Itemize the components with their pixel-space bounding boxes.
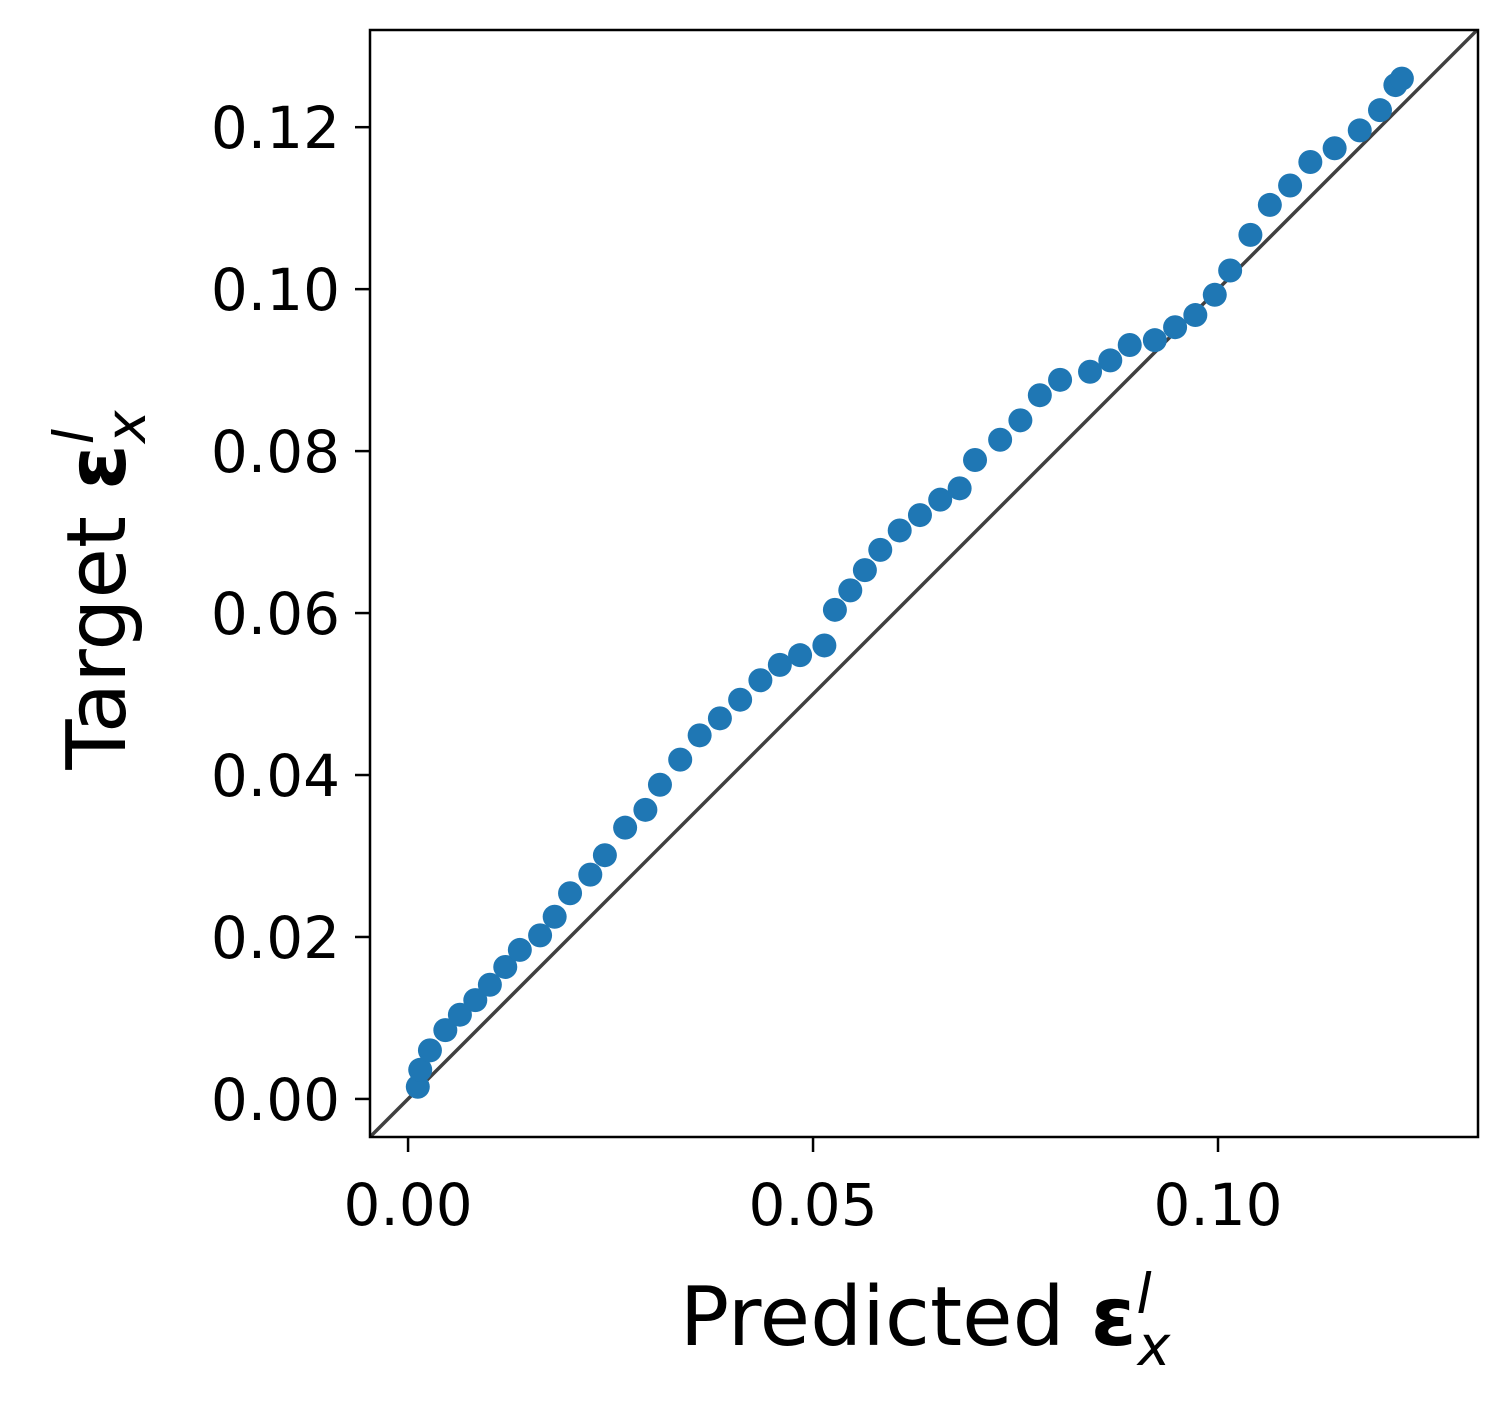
point — [507, 937, 532, 962]
point — [613, 815, 638, 840]
y-tick-label: 0.12 — [211, 94, 340, 162]
point — [463, 988, 488, 1013]
point — [1278, 173, 1303, 198]
x-axis-label: Predicted εl x — [680, 1262, 1171, 1378]
point — [433, 1018, 458, 1043]
point — [812, 633, 837, 658]
point — [788, 643, 813, 668]
label-superscript: l — [42, 428, 106, 444]
point — [907, 503, 932, 528]
point — [748, 668, 773, 693]
point — [928, 487, 953, 512]
point — [1238, 222, 1263, 247]
point — [477, 972, 502, 997]
label-text: Predicted — [680, 1270, 1065, 1365]
label-text: Target — [50, 516, 145, 771]
point — [447, 1002, 472, 1027]
point — [408, 1057, 433, 1082]
label-symbol: ε — [1091, 1270, 1137, 1365]
point — [417, 1038, 442, 1063]
y-tick-label: 0.04 — [211, 742, 340, 810]
point — [558, 881, 583, 906]
point — [1218, 258, 1243, 283]
axes-frame — [368, 28, 1480, 1139]
point — [887, 518, 912, 543]
point — [1367, 98, 1392, 123]
label-subscript: x — [1136, 1314, 1171, 1378]
point — [1078, 359, 1103, 384]
point — [822, 597, 847, 622]
identity-line — [370, 30, 1478, 1137]
point — [633, 797, 658, 822]
point — [592, 843, 617, 868]
y-tick-label: 0.10 — [211, 256, 340, 324]
plot-area — [370, 30, 1478, 1137]
point — [493, 954, 518, 979]
point — [988, 427, 1013, 452]
point — [728, 687, 753, 712]
point — [1027, 383, 1052, 408]
y-axis-label: Target εlx — [42, 410, 158, 771]
point — [1008, 408, 1033, 433]
point — [578, 862, 603, 887]
point — [1298, 149, 1323, 174]
point — [687, 723, 712, 748]
point — [767, 652, 792, 677]
point — [838, 578, 863, 603]
y-tick-label: 0.02 — [211, 904, 340, 972]
x-tick-label: 0.00 — [343, 1171, 472, 1239]
point — [1389, 66, 1414, 91]
point — [668, 747, 693, 772]
point — [1257, 192, 1282, 217]
point — [947, 476, 972, 501]
point — [963, 448, 988, 473]
point — [1183, 303, 1208, 328]
y-tick-label: 0.06 — [211, 580, 340, 648]
point — [1048, 367, 1073, 392]
point — [647, 772, 672, 797]
point — [1117, 333, 1142, 358]
point — [852, 558, 877, 583]
point — [868, 537, 893, 562]
x-tick-label: 0.05 — [748, 1171, 877, 1239]
point — [1163, 315, 1188, 340]
point — [528, 923, 553, 948]
point — [1142, 328, 1167, 353]
y-tick-label: 0.00 — [211, 1066, 340, 1134]
point — [1322, 136, 1347, 161]
point — [1098, 348, 1123, 373]
label-symbol: ε — [50, 444, 145, 490]
point — [542, 904, 567, 929]
label-subscript: x — [94, 410, 158, 445]
point — [1202, 282, 1227, 307]
point — [1347, 118, 1372, 143]
point — [707, 706, 732, 731]
label-superscript: l — [1136, 1262, 1152, 1326]
y-tick-label: 0.08 — [211, 418, 340, 486]
x-tick-label: 0.10 — [1153, 1171, 1282, 1239]
